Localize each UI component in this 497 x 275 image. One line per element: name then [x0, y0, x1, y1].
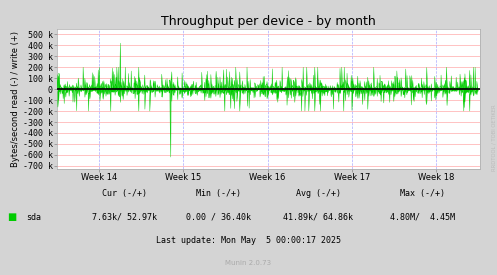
- Text: 41.89k/ 64.86k: 41.89k/ 64.86k: [283, 213, 353, 222]
- Title: Throughput per device - by month: Throughput per device - by month: [161, 15, 376, 28]
- Text: 7.63k/ 52.97k: 7.63k/ 52.97k: [92, 213, 157, 222]
- Text: RRDTOOL / TOBI OETIKER: RRDTOOL / TOBI OETIKER: [491, 104, 496, 171]
- Text: 0.00 / 36.40k: 0.00 / 36.40k: [186, 213, 251, 222]
- Text: Max (-/+): Max (-/+): [400, 189, 445, 198]
- Text: Munin 2.0.73: Munin 2.0.73: [226, 260, 271, 266]
- Text: 4.80M/  4.45M: 4.80M/ 4.45M: [390, 213, 455, 222]
- Text: Cur (-/+): Cur (-/+): [102, 189, 147, 198]
- Text: Last update: Mon May  5 00:00:17 2025: Last update: Mon May 5 00:00:17 2025: [156, 236, 341, 245]
- Text: ■: ■: [7, 212, 17, 222]
- Text: Min (-/+): Min (-/+): [196, 189, 241, 198]
- Text: Avg (-/+): Avg (-/+): [296, 189, 340, 198]
- Y-axis label: Bytes/second read (-) / write (+): Bytes/second read (-) / write (+): [11, 31, 20, 167]
- Text: sda: sda: [26, 213, 41, 222]
